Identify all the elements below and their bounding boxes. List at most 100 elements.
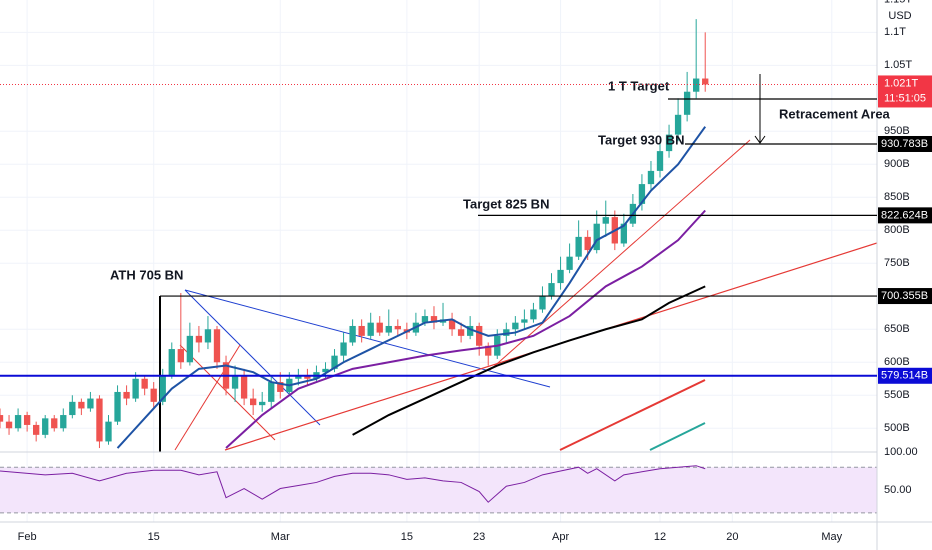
rsi-tick-label: 50.00 (884, 484, 912, 496)
y-tick-label: 1.05T (884, 59, 912, 71)
candle-body (331, 355, 338, 369)
candle-body (457, 329, 465, 336)
candle-body (195, 335, 203, 343)
level-label: 930.783B (881, 138, 928, 150)
candle-body (503, 329, 510, 336)
level-label: 579.514B (881, 370, 928, 382)
candle-body (240, 375, 248, 399)
moving-average (225, 209, 706, 449)
candle-body (647, 170, 655, 185)
x-tick-label: 15 (401, 531, 413, 543)
x-tick-label: Feb (18, 531, 37, 543)
candle-body (683, 91, 691, 115)
candle-body (150, 388, 157, 402)
candle-body (421, 316, 429, 323)
candle-body (78, 401, 85, 409)
candle-body (304, 375, 311, 379)
candle-body (385, 325, 392, 333)
y-tick-label: 550B (884, 389, 910, 401)
candle-body (349, 325, 356, 343)
candle-body (448, 319, 456, 330)
level-tag (878, 135, 932, 152)
candle-body (322, 368, 329, 373)
candle-body (485, 345, 492, 356)
level-tag (878, 367, 932, 384)
level-tag (878, 288, 932, 305)
candle-body (539, 296, 546, 310)
countdown: 11:51:05 (884, 92, 926, 104)
candle-body (376, 322, 383, 333)
x-tick-label: 23 (473, 531, 485, 543)
candle-body (51, 418, 58, 429)
candle-body (268, 382, 275, 402)
candle-body (259, 401, 266, 406)
candle-body (141, 378, 148, 389)
candle-body (295, 375, 302, 379)
x-tick-label: 12 (654, 531, 666, 543)
x-tick-label: 20 (726, 531, 738, 543)
level-label: 822.624B (881, 209, 928, 221)
y-tick-label: 1.1T (884, 26, 906, 38)
drawings (159, 74, 877, 452)
candle-body (177, 349, 184, 363)
annotation: Retracement Area (779, 106, 891, 121)
candle-body (584, 236, 591, 251)
moving-average (116, 126, 707, 449)
candle-body (638, 184, 646, 204)
candle-body (105, 421, 112, 442)
x-tick-label: Mar (271, 531, 290, 543)
y-tick-label: 600B (884, 356, 910, 368)
candle-body (512, 322, 519, 330)
y-tick-label: 800B (884, 224, 910, 236)
candle-body (186, 335, 194, 363)
candle-body (530, 309, 537, 320)
candle-body (548, 283, 555, 297)
candle-body (231, 375, 239, 389)
moving-average (352, 285, 706, 436)
last-price-label: 1.021T (884, 77, 919, 89)
candle-body (14, 415, 22, 429)
candle-body (213, 329, 221, 363)
candle-body (23, 415, 31, 425)
candle-body (602, 217, 609, 224)
y-tick-label: 850B (884, 191, 910, 203)
candle-body (665, 134, 673, 152)
annotation: Target 930 BN (598, 132, 684, 147)
candle-body (394, 325, 401, 330)
y-tick-label: 900B (884, 158, 910, 170)
rsi-band (0, 467, 877, 513)
candle-body (33, 424, 40, 435)
candle-body (358, 325, 365, 336)
candle-body (430, 316, 438, 323)
annotation: ATH 705 BN (110, 267, 183, 282)
y-tick-label: 1.15T (884, 0, 912, 5)
candle-body (204, 329, 212, 343)
candle-body (521, 319, 528, 323)
candle-body (674, 114, 682, 135)
last-price-tag (878, 75, 932, 108)
candle-body (60, 415, 67, 429)
annotation: Target 825 BN (463, 196, 549, 211)
candle-body (476, 325, 483, 346)
candle-body (114, 391, 121, 422)
x-tick-label: 15 (148, 531, 160, 543)
candle-body (277, 382, 284, 392)
candle-body (702, 78, 709, 85)
candle-body (620, 223, 628, 244)
candle-body (0, 415, 4, 422)
y-tick-label: 650B (884, 323, 910, 335)
candle-body (249, 398, 257, 406)
annotation: 1 T Target (608, 78, 670, 93)
x-tick-label: Apr (552, 531, 569, 543)
candle-body (5, 421, 13, 429)
candle-body (159, 375, 166, 402)
candle-body (96, 398, 103, 442)
candle-body (566, 256, 573, 270)
candle-body (367, 322, 374, 336)
rsi-line (0, 465, 706, 503)
level-label: 700.355B (881, 290, 928, 302)
level-tag (878, 207, 932, 224)
y-tick-label: 950B (884, 125, 910, 137)
y-tick-label: 750B (884, 257, 910, 269)
